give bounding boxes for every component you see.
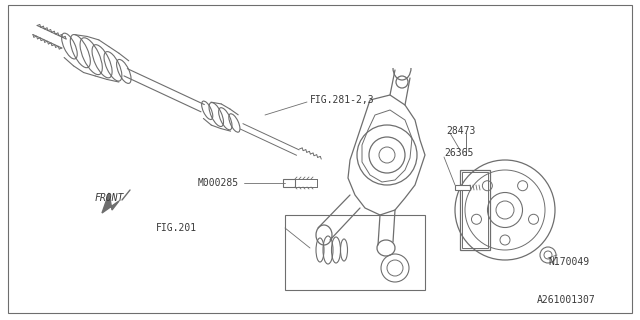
Text: 28473: 28473 [446, 126, 476, 136]
Bar [283, 179, 295, 187]
Text: FIG.201: FIG.201 [156, 223, 197, 233]
Text: FRONT: FRONT [95, 193, 124, 203]
Bar [460, 170, 490, 250]
Bar [455, 185, 470, 190]
Bar [462, 172, 488, 248]
Text: 26365: 26365 [444, 148, 474, 158]
Text: FIG.281-2,3: FIG.281-2,3 [310, 95, 374, 105]
Text: A261001307: A261001307 [537, 295, 596, 305]
Bar [285, 215, 425, 290]
Polygon shape [102, 193, 119, 213]
Text: M000285: M000285 [198, 178, 239, 188]
Text: N170049: N170049 [548, 257, 589, 267]
